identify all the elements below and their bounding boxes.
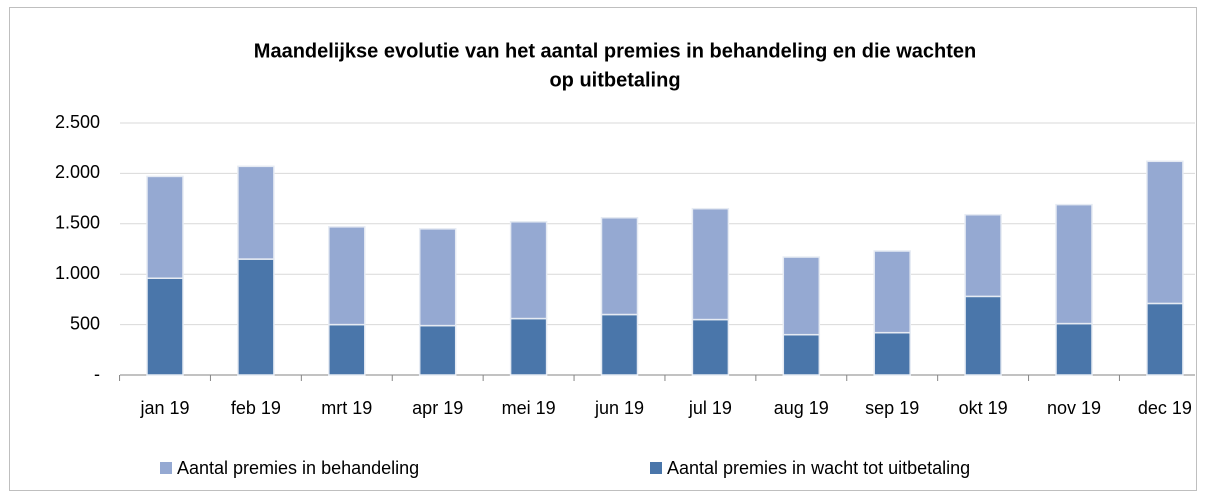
x-tick-label: mrt 19 xyxy=(321,398,372,418)
bar xyxy=(509,317,548,376)
bar xyxy=(1055,322,1093,376)
y-tick-label: 2.000 xyxy=(55,162,100,182)
x-tick-label: feb 19 xyxy=(231,398,281,418)
x-tick-label: dec 19 xyxy=(1138,398,1192,418)
bar xyxy=(509,221,548,320)
x-tick-label: jun 19 xyxy=(594,398,644,418)
x-tick-label: jul 19 xyxy=(688,398,732,418)
y-tick-label: 2.500 xyxy=(55,112,100,132)
bar xyxy=(600,217,639,316)
bar xyxy=(782,333,821,376)
bar xyxy=(964,295,1002,376)
x-tick-label: jan 19 xyxy=(139,398,189,418)
bar xyxy=(873,331,911,376)
y-tick-label: 500 xyxy=(70,313,100,333)
bar xyxy=(691,318,730,376)
bar xyxy=(328,226,366,326)
bar xyxy=(418,228,457,327)
bar xyxy=(237,258,275,376)
chart-title: op uitbetaling xyxy=(549,69,680,91)
bar xyxy=(418,324,457,376)
bar xyxy=(146,175,184,279)
bar xyxy=(237,165,275,260)
y-tick-label: 1.000 xyxy=(55,263,100,283)
bar xyxy=(1055,203,1093,325)
x-tick-label: nov 19 xyxy=(1047,398,1101,418)
bar xyxy=(328,323,366,376)
legend-label: Aantal premies in behandeling xyxy=(177,458,419,478)
x-tick-label: aug 19 xyxy=(774,398,829,418)
bar xyxy=(782,256,821,336)
x-tick-label: apr 19 xyxy=(412,398,463,418)
bar xyxy=(691,207,730,321)
chart-title: Maandelijkse evolutie van het aantal pre… xyxy=(254,40,976,62)
x-tick-label: okt 19 xyxy=(959,398,1008,418)
bar xyxy=(1146,302,1184,376)
bar xyxy=(1146,160,1184,305)
legend-swatch xyxy=(650,462,662,474)
bar xyxy=(600,313,639,376)
legend-label: Aantal premies in wacht tot uitbetaling xyxy=(667,458,970,478)
legend-swatch xyxy=(160,462,172,474)
bar xyxy=(873,250,911,334)
bar xyxy=(146,277,184,376)
y-tick-label: 1.500 xyxy=(55,213,100,233)
y-tick-label: - xyxy=(94,364,100,384)
bar xyxy=(964,213,1002,298)
x-tick-label: sep 19 xyxy=(865,398,919,418)
x-tick-label: mei 19 xyxy=(502,398,556,418)
